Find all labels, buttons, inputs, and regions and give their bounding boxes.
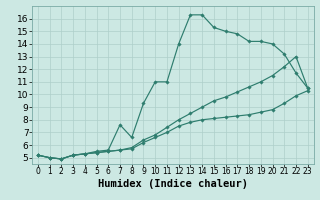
X-axis label: Humidex (Indice chaleur): Humidex (Indice chaleur) bbox=[98, 179, 248, 189]
